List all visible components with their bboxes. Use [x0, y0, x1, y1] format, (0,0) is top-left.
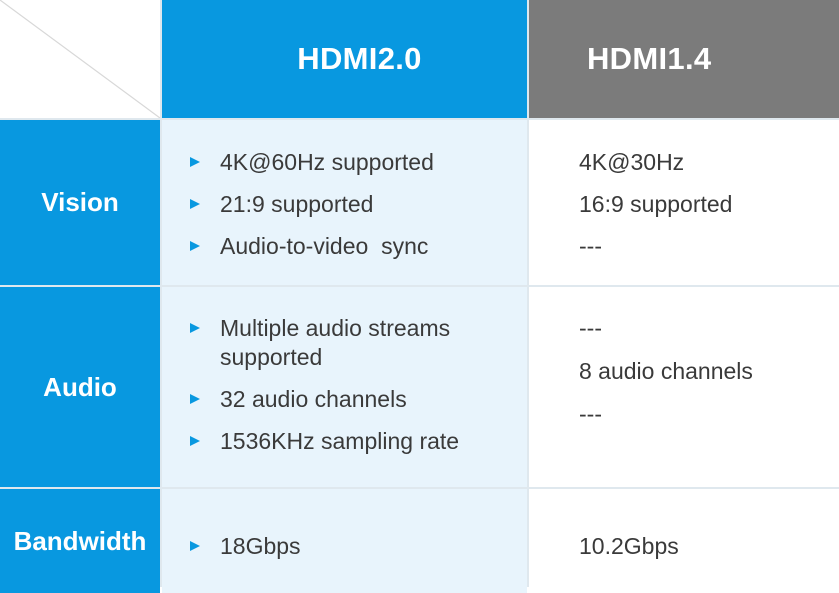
feature-text: 18Gbps [220, 533, 301, 559]
feature-text: 10.2Gbps [579, 533, 679, 559]
audio-hdmi20-cell: Multiple audio streams supported 32 audi… [162, 287, 527, 487]
feature-text: --- [579, 233, 602, 259]
triangle-arrow-right-icon [190, 199, 200, 209]
header-hdmi14: HDMI1.4 [529, 0, 839, 118]
list-item: 4K@60Hz supported [188, 148, 527, 177]
triangle-arrow-right-icon [190, 436, 200, 446]
feature-text: 16:9 supported [579, 191, 733, 217]
feature-text: 21:9 supported [220, 191, 374, 217]
vision-hdmi14-cell: 4K@30Hz 16:9 supported --- [529, 120, 839, 285]
bandwidth-hdmi20-cell: 18Gbps [162, 489, 527, 593]
list-item: 21:9 supported [188, 190, 527, 219]
audio-hdmi14-cell: --- 8 audio channels --- [529, 287, 839, 487]
triangle-arrow-right-icon [190, 541, 200, 551]
triangle-arrow-right-icon [190, 241, 200, 251]
row-label-audio: Audio [0, 287, 160, 487]
diagonal-divider [0, 0, 160, 118]
list-item: 18Gbps [188, 532, 527, 561]
list-item: 32 audio channels [188, 385, 527, 414]
triangle-arrow-right-icon [190, 323, 200, 333]
feature-text: Multiple audio streams supported [220, 315, 451, 370]
triangle-arrow-right-icon [190, 157, 200, 167]
row-label-bandwidth: Bandwidth [0, 489, 160, 593]
feature-text: --- [579, 401, 602, 427]
vision-hdmi20-cell: 4K@60Hz supported 21:9 supported Audio-t… [162, 120, 527, 285]
feature-text: Audio-to-video sync [220, 233, 429, 259]
feature-text: 4K@60Hz supported [220, 149, 434, 175]
row-label-vision: Vision [0, 120, 160, 285]
feature-text: 32 audio channels [220, 386, 407, 412]
list-item: Audio-to-video sync [188, 232, 527, 261]
triangle-arrow-right-icon [190, 394, 200, 404]
feature-text: --- [579, 315, 602, 341]
corner-cell [0, 0, 160, 118]
bandwidth-hdmi14-cell: 10.2Gbps [529, 489, 839, 593]
feature-text: 4K@30Hz [579, 149, 685, 175]
list-item: 1536KHz sampling rate [188, 427, 527, 456]
list-item: Multiple audio streams supported [188, 314, 480, 372]
feature-text: 1536KHz sampling rate [220, 428, 460, 454]
header-hdmi20: HDMI2.0 [162, 0, 527, 118]
feature-text: 8 audio channels [579, 358, 753, 384]
